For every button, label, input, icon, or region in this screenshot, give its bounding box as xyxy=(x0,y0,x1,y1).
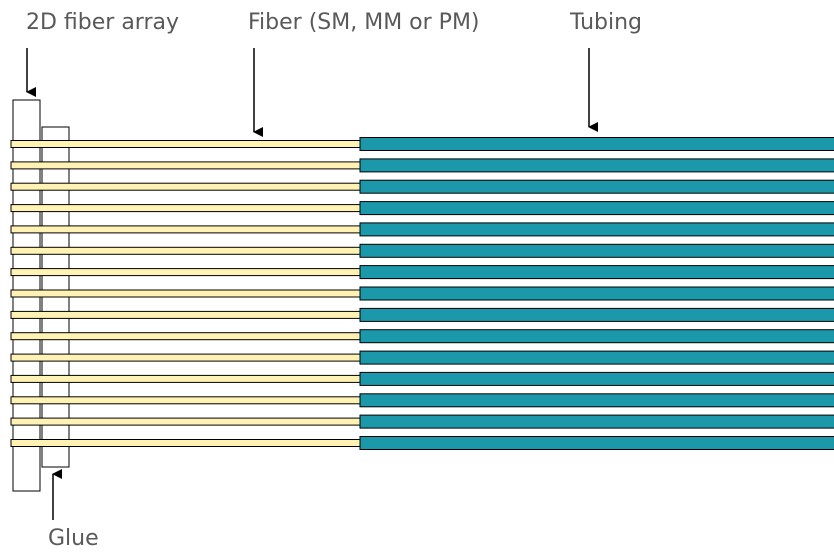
fiber-10 xyxy=(10,332,361,341)
fiber-array-label: 2D fiber array xyxy=(26,10,180,35)
tubing-4 xyxy=(359,201,834,216)
tubing-3 xyxy=(359,179,834,194)
tubing-7 xyxy=(359,265,834,280)
tubing-14 xyxy=(359,414,834,429)
tubing-1 xyxy=(359,137,834,151)
fiber-11 xyxy=(10,353,361,362)
fiber-14 xyxy=(10,417,361,426)
tubing-8 xyxy=(359,286,834,301)
fiber-13 xyxy=(10,396,361,405)
tubing-2 xyxy=(359,158,834,173)
tubing-9 xyxy=(359,307,834,322)
fiber-12 xyxy=(10,374,361,383)
fiber-3 xyxy=(10,182,361,191)
fiber-1 xyxy=(10,140,361,148)
tubing-10 xyxy=(359,329,834,344)
tubing-group xyxy=(359,137,834,450)
tubing-5 xyxy=(359,222,834,237)
fiber-6 xyxy=(10,246,361,255)
tubing-label: Tubing xyxy=(570,10,643,35)
tubing-6 xyxy=(359,243,834,258)
fiber-5 xyxy=(10,225,361,234)
tubing-15 xyxy=(359,436,834,450)
fiber-15 xyxy=(10,439,361,447)
fiber-group xyxy=(10,140,361,447)
fiber-7 xyxy=(10,268,361,277)
fiber-4 xyxy=(10,204,361,213)
fiber-8 xyxy=(10,289,361,298)
tubing-13 xyxy=(359,393,834,408)
glue-label: Glue xyxy=(48,526,99,551)
tubing-12 xyxy=(359,371,834,386)
fiber-2 xyxy=(10,161,361,170)
tubing-11 xyxy=(359,350,834,365)
fiber-9 xyxy=(10,310,361,319)
fiber-label: Fiber (SM, MM or PM) xyxy=(248,10,480,35)
